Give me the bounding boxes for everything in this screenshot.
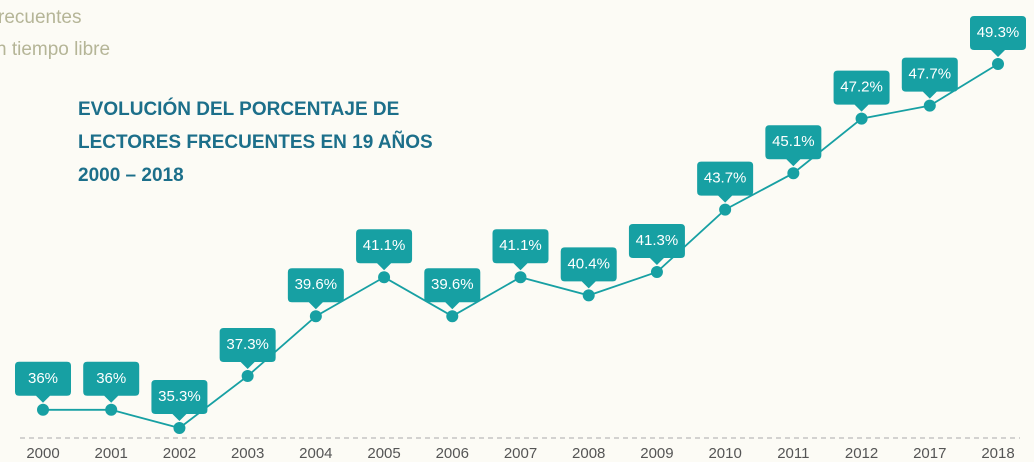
x-tick-label: 2008: [572, 445, 605, 462]
data-label: 47.2%: [840, 79, 883, 96]
data-label: 36%: [96, 370, 126, 387]
point: [582, 289, 595, 302]
data-label: 41.3%: [636, 232, 679, 249]
x-tick-label: 2000: [26, 445, 59, 462]
x-tick-label: 2002: [163, 445, 196, 462]
point: [650, 266, 663, 278]
x-tick-label: 2011: [777, 445, 809, 462]
chart-title: 2000 – 2018: [78, 165, 184, 186]
point: [514, 271, 527, 284]
point: [719, 203, 732, 216]
callout: [560, 247, 617, 289]
chart-title: EVOLUCIÓN DEL PORCENTAJE DE: [78, 98, 399, 120]
callout: [697, 161, 754, 203]
data-label: 49.3%: [977, 24, 1020, 41]
callout: [833, 70, 890, 112]
x-tick-label: 2005: [367, 445, 400, 462]
data-label: 35.3%: [158, 388, 201, 405]
x-tick-label: 2018: [981, 445, 1014, 462]
point: [446, 310, 459, 323]
callout: [15, 361, 71, 403]
point: [173, 422, 186, 434]
callout: [219, 328, 276, 369]
x-tick-label: 2006: [436, 445, 469, 462]
data-label: 39.6%: [431, 276, 474, 293]
point: [992, 58, 1004, 70]
data-label: 39.6%: [295, 276, 338, 293]
data-label: 37.3%: [226, 336, 269, 353]
point: [378, 271, 391, 284]
callout: [287, 268, 344, 310]
x-tick-label: 2012: [845, 445, 878, 462]
callout: [424, 268, 481, 310]
point: [855, 112, 868, 125]
point: [105, 403, 118, 416]
callout: [765, 125, 822, 167]
x-tick-label: 2004: [299, 445, 332, 462]
data-label: 41.1%: [363, 237, 406, 254]
data-label: 40.4%: [567, 255, 610, 272]
callout: [492, 229, 549, 271]
chart-title: LECTORES FRECUENTES EN 19 AÑOS: [78, 131, 433, 153]
point: [787, 167, 800, 180]
x-tick-label: 2003: [231, 445, 264, 462]
callout: [901, 57, 958, 99]
callout: [628, 224, 685, 265]
callout: [83, 361, 140, 403]
x-tick-label: 2017: [913, 445, 946, 462]
annotation: n tiempo libre: [0, 39, 110, 60]
x-tick-label: 2010: [708, 445, 741, 462]
annotation: recuentes: [0, 7, 81, 28]
callout: [151, 380, 208, 421]
data-label: 47.7%: [909, 66, 952, 83]
point: [309, 310, 322, 323]
data-label: 43.7%: [704, 170, 747, 187]
callout: [356, 229, 413, 271]
point: [241, 370, 254, 382]
x-tick-label: 2009: [640, 445, 673, 462]
data-label: 45.1%: [772, 133, 815, 150]
callout: [970, 16, 1026, 57]
point: [923, 99, 936, 112]
x-tick-label: 2001: [95, 445, 128, 462]
point: [37, 403, 49, 416]
data-label: 36%: [28, 370, 58, 387]
x-tick-label: 2007: [504, 445, 537, 462]
data-label: 41.1%: [499, 237, 542, 254]
